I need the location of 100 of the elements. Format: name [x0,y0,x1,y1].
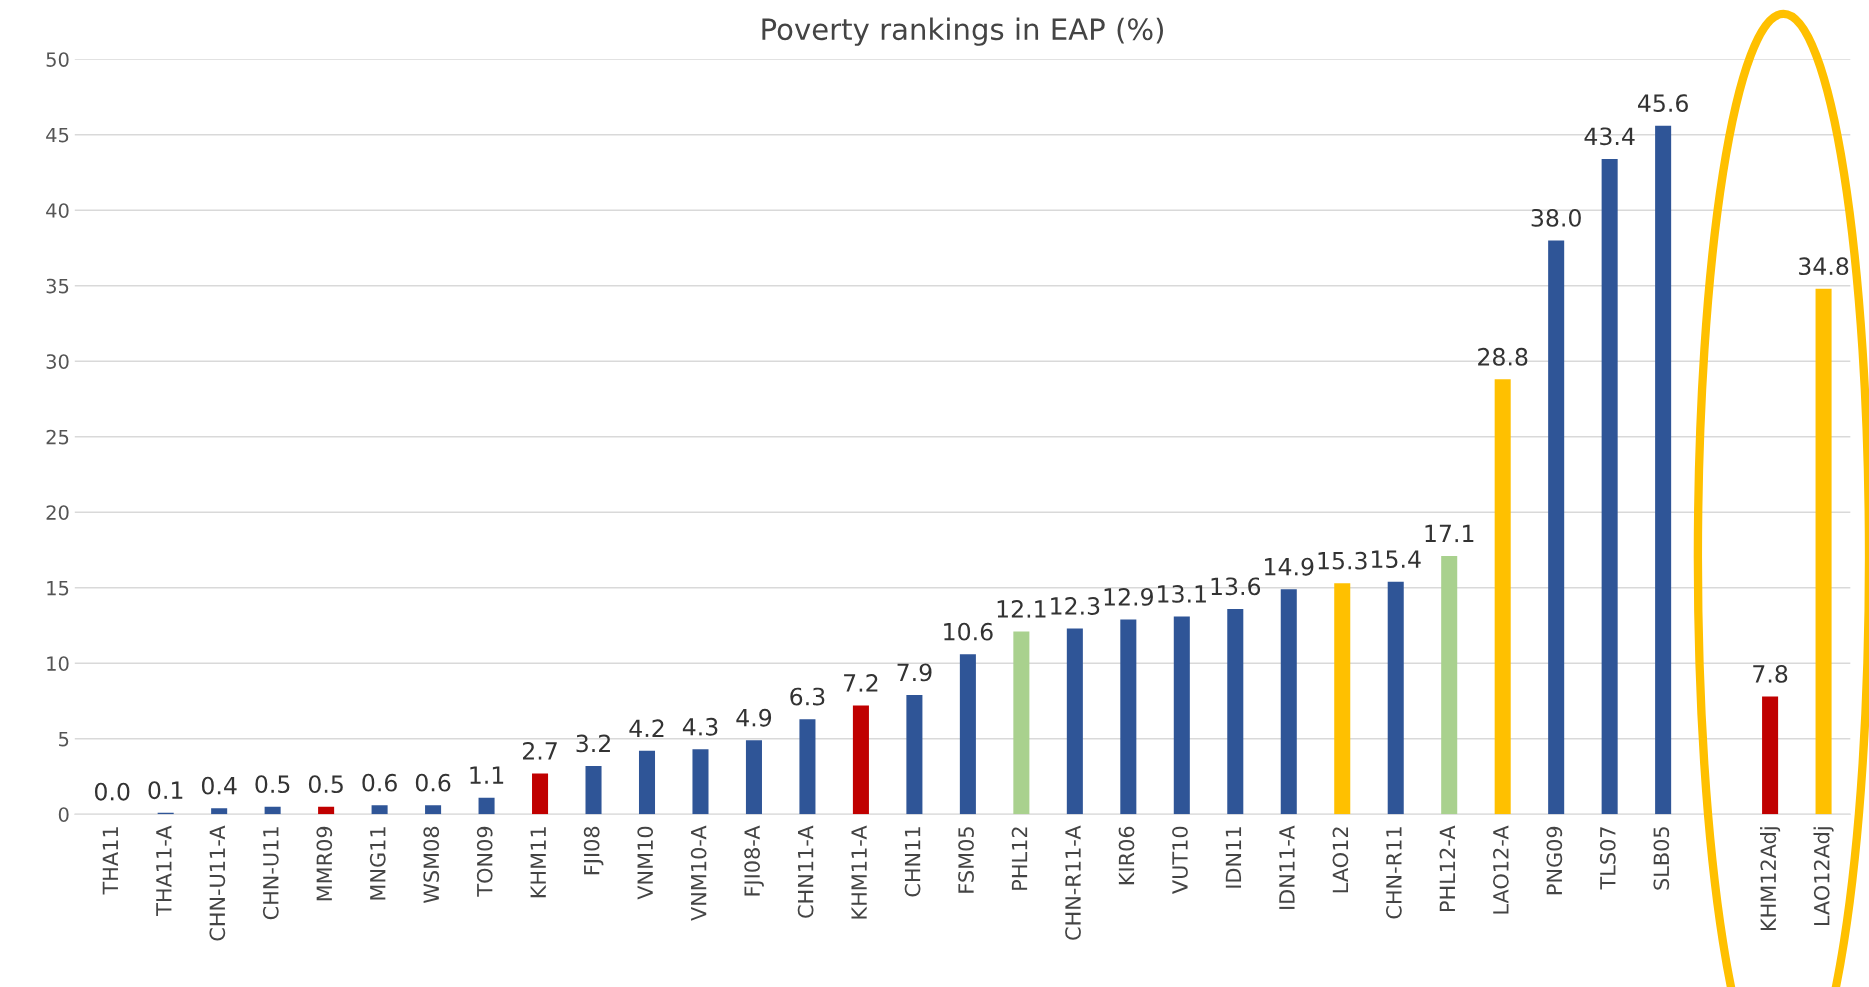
data-label: 4.9 [736,708,772,727]
bar [478,797,495,815]
y-tick-label: 45 [46,127,69,143]
data-label: 7.9 [897,663,932,682]
x-tick-label: KHM12Adj [1760,827,1781,931]
x-tick-label: LAO12 [1332,827,1349,893]
bar [1173,616,1190,815]
data-label: 43.4 [1584,127,1635,146]
bar [1120,619,1137,815]
data-label: 34.8 [1799,257,1849,276]
y-tick-label: 10 [47,656,69,671]
data-label: 14.9 [1265,557,1314,576]
bar [1548,240,1565,815]
bar [1494,379,1511,815]
data-label: 10.6 [944,622,993,641]
x-tick-label: CHN-U11-A [209,825,226,941]
y-tick-label: 50 [46,52,69,67]
data-label: 13.1 [1158,584,1206,603]
y-tick-label: 15 [47,580,69,596]
data-label: 3.2 [576,734,610,753]
bar [264,806,281,815]
x-tick-label: CHN11 [904,827,921,897]
x-tick-label: MMR09 [316,826,333,901]
x-tick-label: CHN-R11-A [1065,825,1081,940]
bar [1762,696,1779,815]
x-tick-label: MNG11 [369,827,386,900]
bar [1601,158,1618,815]
bar [211,808,228,815]
x-tick-label: THA11 [102,827,118,895]
x-tick-label: WSM08 [423,826,440,903]
bar [692,749,709,815]
bar [906,694,923,815]
x-tick-label: VUT10 [1172,826,1188,894]
x-tick-label: TLS07 [1599,827,1616,890]
data-label: 0.6 [362,773,397,792]
chart-title: Poverty rankings in EAP (%) [762,17,1163,46]
x-tick-label: CHN-R11 [1386,827,1402,919]
data-label: 2.7 [523,742,557,760]
bar [1227,608,1244,815]
data-label: 15.3 [1318,551,1367,570]
data-label: 38.0 [1531,208,1581,227]
data-label: 1.1 [470,766,504,784]
x-tick-label: CHN-U11 [262,827,279,920]
bar [1815,288,1832,815]
bar [852,705,869,815]
x-tick-label: VNM10-A [690,825,707,921]
x-tick-label: PHL12-A [1439,825,1455,911]
data-label: 15.4 [1372,550,1421,569]
bar [318,806,335,815]
data-label: 0.6 [415,773,451,792]
data-label: 0.4 [201,776,237,795]
x-tick-label: PHL12 [1011,827,1028,890]
data-label: 4.3 [682,717,718,736]
x-tick-label: SLB05 [1653,827,1670,890]
bar [1334,583,1351,815]
x-tick-label: KHM11 [530,827,546,898]
y-tick-label: 25 [46,429,69,445]
y-tick-label: 40 [46,203,69,218]
bar [1013,631,1030,815]
data-label: 7.8 [1753,664,1788,683]
x-tick-label: IDN11-A [1279,825,1295,909]
bar [371,805,388,815]
data-label: 0.0 [94,782,130,801]
y-tick-label: 0 [58,807,69,822]
data-label: 12.9 [1104,587,1153,606]
x-tick-label: FSM05 [958,827,974,893]
data-label: 12.3 [1051,597,1100,615]
bar [638,750,656,815]
data-label: 17.1 [1425,524,1474,543]
bar [425,805,442,815]
x-tick-label: FJI08-A [744,825,764,896]
x-tick-label: TON09 [476,826,493,897]
y-tick-label: 35 [46,278,69,294]
bar [799,719,816,815]
data-label: 4.2 [629,719,664,737]
data-label: 12.1 [997,600,1046,618]
y-tick-label: 5 [59,731,69,747]
bar [585,765,602,815]
x-tick-label: KHM11-A [851,825,867,919]
x-tick-label: FJI08 [583,826,604,875]
x-tick-label: PNG09 [1546,826,1563,895]
data-label: 45.6 [1638,94,1688,113]
data-label: 13.6 [1211,577,1261,596]
y-tick-label: 30 [46,354,69,369]
bar [1655,125,1672,815]
x-tick-label: LAO12-A [1492,825,1509,914]
bar [959,654,976,815]
x-tick-label: THA11-A [156,825,172,916]
data-label: 0.5 [308,775,343,794]
data-label: 28.8 [1478,347,1528,366]
x-tick-label: IDN11 [1225,827,1242,888]
y-tick-label: 20 [46,505,69,520]
bar [1280,589,1297,815]
data-label: 7.2 [844,674,878,692]
x-tick-label: CHN11-A [797,825,814,918]
data-label: 6.3 [790,687,825,706]
bar [1441,556,1458,815]
bar [1066,628,1083,815]
data-label: 0.5 [255,775,290,794]
x-tick-label: LAO12Adj [1813,827,1834,926]
